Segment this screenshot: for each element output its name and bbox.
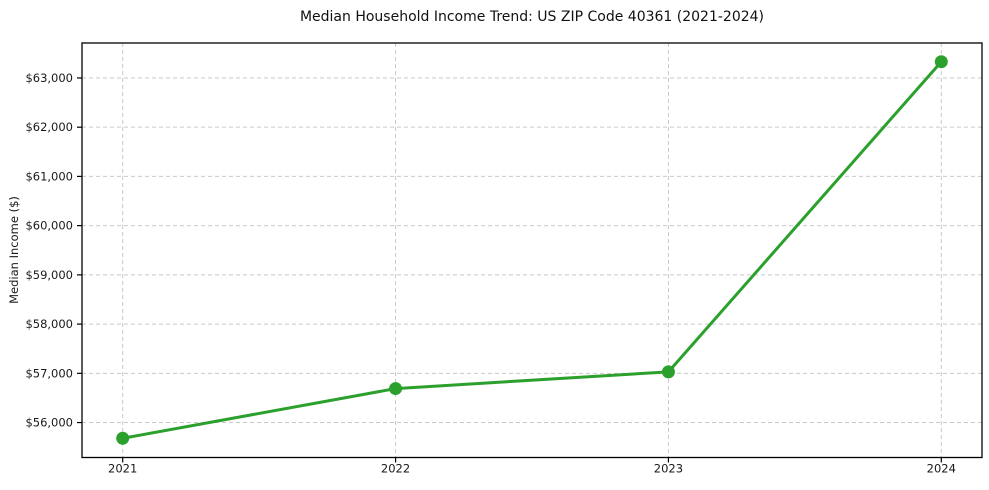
x-tick-label: 2021: [108, 462, 137, 476]
gridlines-layer: [82, 43, 982, 458]
y-tick-label: $63,000: [25, 71, 73, 85]
y-tick-label: $59,000: [25, 268, 73, 282]
y-tick-label: $58,000: [25, 317, 73, 331]
plot-border: [81, 42, 983, 459]
tick-labels-layer: $56,000 $57,000 $58,000 $59,000 $60,000 $61,0…: [25, 71, 956, 476]
x-tick-label: 2023: [654, 462, 683, 476]
series-layer: [116, 55, 948, 445]
data-point-2022: [389, 382, 403, 396]
data-point-2024: [934, 55, 948, 69]
y-tick-label: $61,000: [25, 169, 73, 183]
y-tick-label: $56,000: [25, 416, 73, 430]
y-tick-label: $62,000: [25, 120, 73, 134]
x-tick-label: 2024: [927, 462, 956, 476]
trend-line: [121, 60, 943, 440]
y-axis-label: Median Income ($): [7, 196, 21, 304]
y-tick-label: $60,000: [25, 219, 73, 233]
data-point-2021: [116, 431, 130, 445]
x-tick-label: 2022: [381, 462, 410, 476]
axis-ticks-layer: [77, 77, 942, 463]
chart-title: Median Household Income Trend: US ZIP Co…: [300, 9, 764, 25]
data-point-2023: [661, 365, 675, 379]
y-tick-label: $57,000: [25, 366, 73, 380]
